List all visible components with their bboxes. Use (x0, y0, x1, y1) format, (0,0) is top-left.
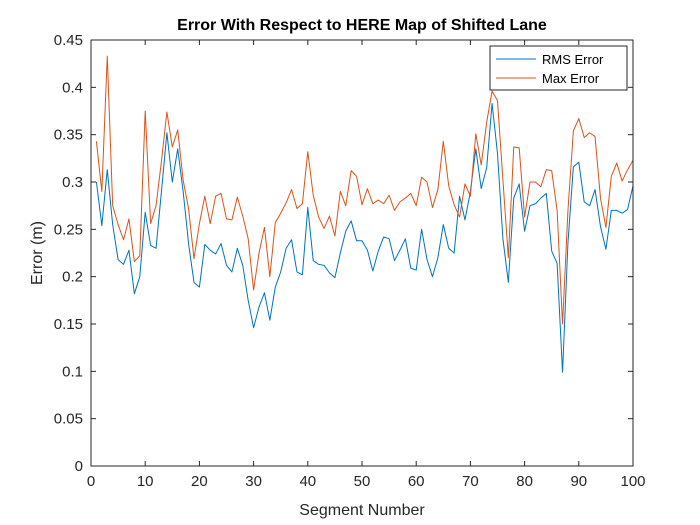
legend-label: Max Error (542, 71, 600, 86)
y-tick-label: 0.25 (54, 221, 83, 238)
x-tick-label: 90 (570, 473, 587, 490)
plot-area (91, 40, 633, 466)
x-tick-label: 0 (87, 473, 95, 490)
x-tick-label: 100 (620, 473, 645, 490)
y-tick-label: 0.1 (62, 363, 83, 380)
x-tick-label: 20 (191, 473, 208, 490)
y-tick-label: 0 (75, 458, 83, 475)
series-line-max-error (95, 55, 634, 325)
y-tick-label: 0.05 (54, 411, 83, 428)
y-tick-label: 0.15 (54, 316, 83, 333)
legend-box (489, 45, 628, 91)
y-tick-label: 0.4 (62, 79, 83, 96)
x-tick-label: 10 (137, 473, 154, 490)
legend: RMS Error Max Error (489, 45, 628, 91)
x-tick-label: 50 (354, 473, 371, 490)
x-tick-label: 30 (245, 473, 262, 490)
x-tick-label: 80 (516, 473, 533, 490)
axes-layer: 0 10 20 30 40 50 60 70 80 90 100 0 0.05 0.1 0.15 0.2 0.2… (54, 32, 646, 490)
x-tick-label: 40 (299, 473, 316, 490)
y-tick-label: 0.3 (62, 174, 83, 191)
x-axis-title: Segment Number (299, 502, 425, 519)
legend-label: RMS Error (542, 52, 604, 67)
y-axis-title: Error (m) (29, 221, 46, 285)
x-tick-label: 60 (408, 473, 425, 490)
y-tick-label: 0.35 (54, 127, 83, 144)
y-tick-label: 0.45 (54, 32, 83, 49)
chart-title: Error With Respect to HERE Map of Shifte… (177, 17, 547, 34)
series-layer (95, 55, 634, 373)
y-tick-label: 0.2 (62, 269, 83, 286)
series-line-rms-error (95, 102, 634, 373)
x-tick-label: 70 (462, 473, 479, 490)
